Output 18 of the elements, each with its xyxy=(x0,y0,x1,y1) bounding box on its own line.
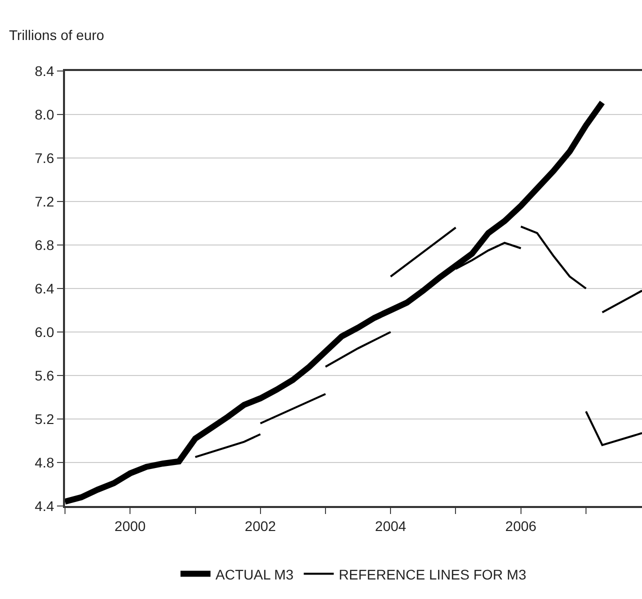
y-tick-label: 4.8 xyxy=(34,454,54,470)
legend-label: ACTUAL M3 xyxy=(216,566,294,582)
x-tick-label: 2000 xyxy=(114,518,146,534)
legend-label: REFERENCE LINES FOR M3 xyxy=(338,566,526,582)
y-tick-label: 5.2 xyxy=(34,410,54,427)
y-tick-label: 7.2 xyxy=(34,193,54,210)
y-tick-label: 6.4 xyxy=(34,280,54,296)
x-tick-label: 2006 xyxy=(505,518,537,534)
y-tick-label: 6.0 xyxy=(34,324,54,340)
y-tick-label: 6.8 xyxy=(34,236,54,253)
y-tick-label: 5.6 xyxy=(34,367,54,384)
y-tick-label: 8.0 xyxy=(34,106,54,122)
y-axis-title: Trillions of euro xyxy=(9,27,104,43)
y-tick-label: 8.4 xyxy=(34,62,54,79)
x-tick-label: 2002 xyxy=(244,518,276,534)
x-tick-label: 2004 xyxy=(375,518,406,534)
y-tick-label: 4.4 xyxy=(34,498,54,514)
y-tick-label: 7.6 xyxy=(34,150,54,166)
